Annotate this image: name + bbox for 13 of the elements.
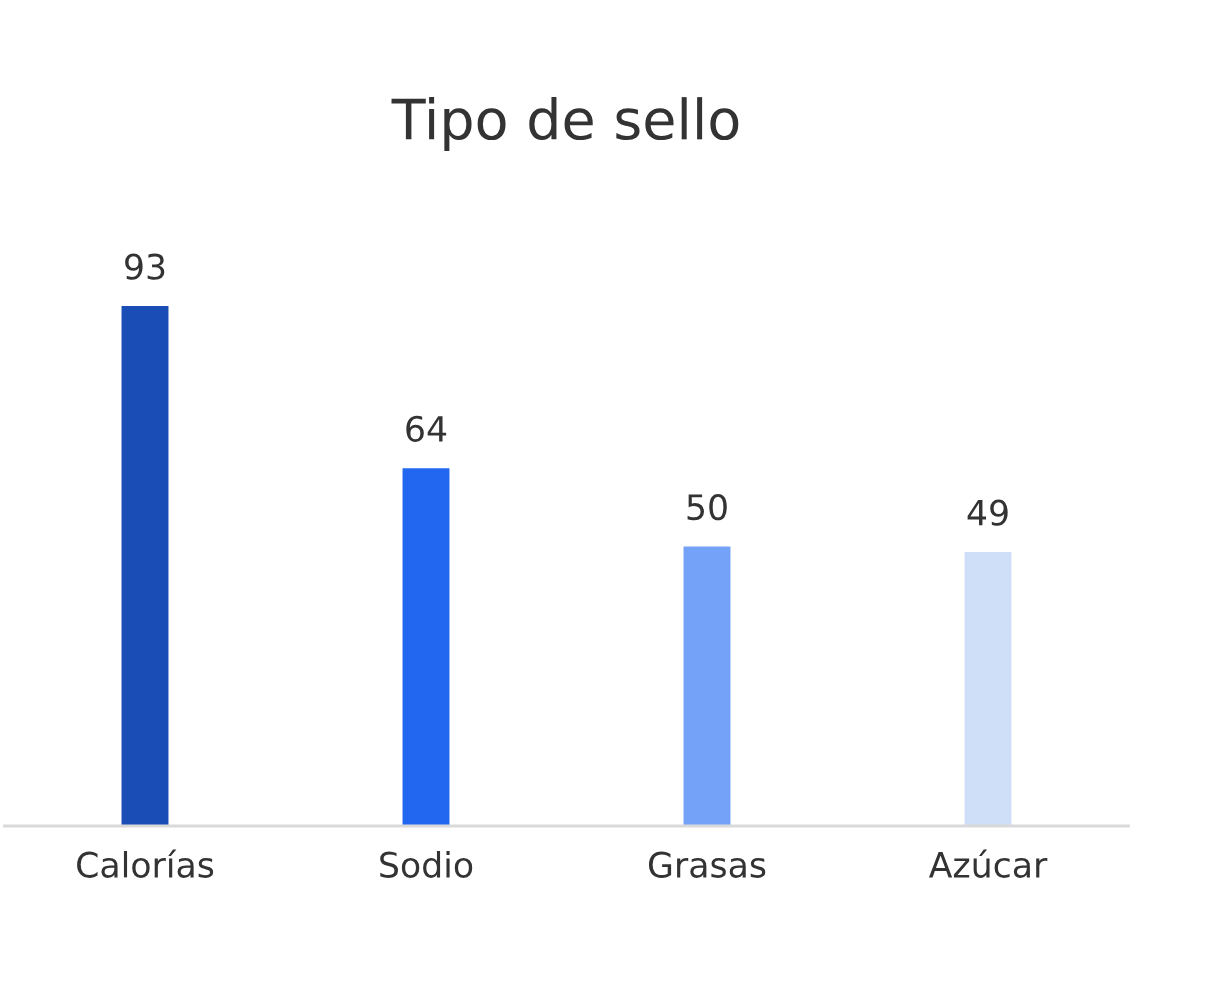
bar xyxy=(121,306,169,826)
bar xyxy=(683,546,731,826)
data-label: 50 xyxy=(687,493,727,521)
bar xyxy=(964,552,1012,826)
bar xyxy=(402,468,450,826)
data-label: 49 xyxy=(967,499,1008,526)
x-tick-label: Azúcar xyxy=(928,849,1048,878)
x-tick-label: Calorías xyxy=(77,849,214,878)
data-label: 93 xyxy=(125,253,165,280)
x-tick-label: Grasas xyxy=(648,851,766,878)
chart-title: Tipo de sello xyxy=(391,97,739,151)
x-tick-label: Sodio xyxy=(380,851,473,878)
data-label: 64 xyxy=(406,415,447,442)
